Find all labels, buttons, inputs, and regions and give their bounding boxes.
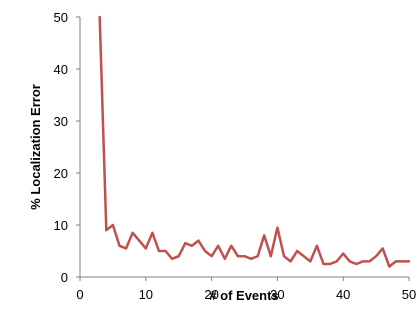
y-axis-title: % Localization Error [28, 84, 43, 210]
x-ticks: 0 10 20 30 40 50 [76, 277, 416, 302]
x-tick-label: 0 [76, 287, 83, 302]
series-group [98, 15, 411, 268]
x-tick-label: 50 [402, 287, 416, 302]
x-tick-label: 20 [204, 287, 218, 302]
y-tick-label: 10 [54, 218, 68, 233]
x-tick-label: 10 [139, 287, 153, 302]
x-tick-label: 30 [270, 287, 284, 302]
y-tick-label: 20 [54, 166, 68, 181]
y-tick-label: 0 [61, 270, 68, 285]
y-tick-label: 30 [54, 114, 68, 129]
series-line [98, 15, 411, 268]
x-tick-label: 40 [336, 287, 350, 302]
y-tick-label: 50 [54, 10, 68, 25]
y-ticks: 0 10 20 30 40 50 [54, 10, 80, 285]
y-tick-label: 40 [54, 62, 68, 77]
x-axis-title: # of Events [209, 288, 278, 303]
